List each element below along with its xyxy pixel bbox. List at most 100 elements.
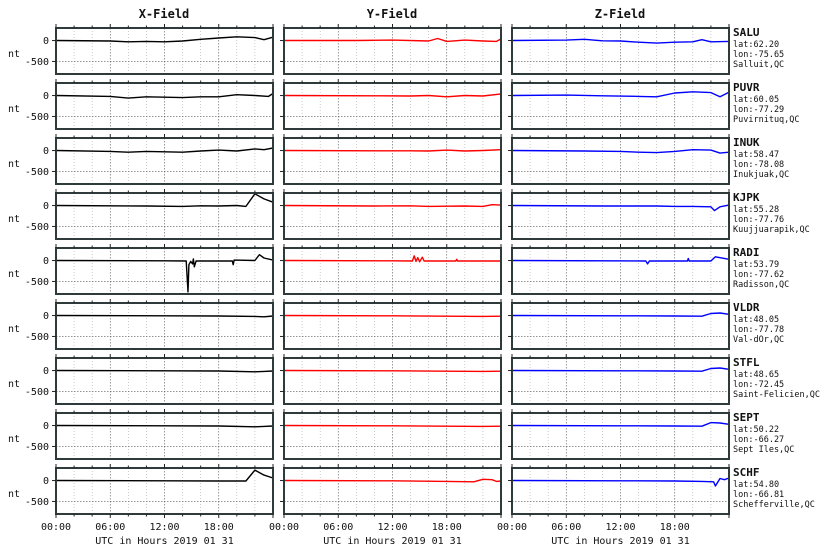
panel-vldr-x: 0 -500: [25, 299, 274, 350]
panel-salu-z: [508, 24, 730, 75]
station-row-schf: nt 0 -500 SCHFlat:54.80lon:-66.81Scheffervi…: [8, 464, 815, 515]
station-lat: lat:53.79: [733, 260, 779, 270]
x-tick-label: 18:00: [660, 522, 690, 533]
grid: [56, 303, 273, 349]
station-lon: lon:-77.62: [733, 270, 784, 280]
station-code: KJPK: [733, 191, 760, 204]
series-line-y: [283, 93, 502, 98]
x-axis-label: UTC in Hours 2019 01 31: [551, 536, 689, 547]
series-line-y: [283, 314, 502, 318]
station-lon: lon:-66.81: [733, 490, 784, 500]
panel-inuk-z: [508, 134, 730, 185]
y-tick-label: 0: [43, 146, 49, 157]
grid: [56, 248, 273, 294]
panel-kjpk-x: 0 -500: [25, 189, 274, 240]
panel-vldr-y: [280, 299, 502, 350]
grid: [284, 468, 501, 514]
station-lon: lon:-77.29: [733, 105, 784, 115]
grid: [284, 138, 501, 184]
grid: [284, 358, 501, 404]
plot-area: [284, 248, 501, 294]
panel-radi-z: [508, 244, 730, 295]
station-lat: lat:55.28: [733, 205, 779, 215]
column-headers: X-Field Y-Field Z-Field: [139, 7, 646, 21]
y-unit-label: nt: [8, 324, 20, 335]
x-tick-label: 00:00: [41, 522, 71, 533]
plot-area: [512, 248, 729, 294]
station-code: INUK: [733, 136, 760, 149]
series-line-z: [511, 312, 730, 317]
y-unit-label: nt: [8, 434, 20, 445]
series-line-z: [511, 421, 730, 427]
station-place: Schefferville,QC: [733, 500, 815, 510]
station-code: STFL: [733, 356, 760, 369]
panel-puvr-y: [280, 79, 502, 130]
y-tick-label: 0: [43, 311, 49, 322]
x-tick-label: 06:00: [551, 522, 581, 533]
station-code: VLDR: [733, 301, 760, 314]
y-tick-label: -500: [25, 167, 49, 178]
station-row-kjpk: nt 0 -500 KJPKlat:55.28lon:-77.76Kuujjuarap…: [8, 189, 810, 240]
grid: [512, 303, 729, 349]
grid: [56, 193, 273, 239]
panel-radi-y: [280, 244, 502, 295]
x-tick-label: 12:00: [149, 522, 179, 533]
plot-area: [56, 248, 273, 294]
plot-area: [56, 193, 273, 239]
x-tick-label: 00:00: [497, 522, 527, 533]
panel-sept-z: [508, 409, 730, 460]
grid: [56, 358, 273, 404]
panel-salu-y: [280, 24, 502, 75]
x-tick-label: 12:00: [377, 522, 407, 533]
column-header-z: Z-Field: [595, 7, 646, 21]
y-tick-label: -500: [25, 277, 49, 288]
plot-area: [284, 193, 501, 239]
plot-area: [284, 468, 501, 514]
y-tick-label: 0: [43, 256, 49, 267]
column-header-x: X-Field: [139, 7, 190, 21]
station-place: Salluit,QC: [733, 60, 784, 70]
plot-area: [284, 138, 501, 184]
y-tick-label: 0: [43, 421, 49, 432]
panel-inuk-x: 0 -500: [25, 134, 274, 185]
x-axes: 00:00 06:00 12:00 18:00 UTC in Hours 2019 01…: [41, 514, 730, 547]
plot-area: [284, 303, 501, 349]
station-lon: lon:-66.27: [733, 435, 784, 445]
series-line-z: [511, 367, 730, 372]
grid: [284, 28, 501, 74]
station-lon: lon:-72.45: [733, 380, 784, 390]
plot-area: [56, 83, 273, 129]
plot-area: [284, 413, 501, 459]
x-tick-label: 00:00: [269, 522, 299, 533]
plot-area: [284, 358, 501, 404]
grid: [512, 413, 729, 459]
grid: [512, 138, 729, 184]
plot-area: [56, 468, 273, 514]
series-line-y: [283, 255, 501, 263]
x-tick-label: 12:00: [605, 522, 635, 533]
grid: [512, 193, 729, 239]
x-axis-z: 00:00 06:00 12:00 18:00 UTC in Hours 2019 01…: [497, 514, 730, 547]
panel-vldr-z: [508, 299, 730, 350]
station-code: SALU: [733, 26, 760, 39]
grid: [56, 413, 273, 459]
station-lon: lon:-77.76: [733, 215, 784, 225]
station-row-radi: nt 0 -500 RADIlat:53.79lon:-77.62Radisson,Q…: [8, 244, 789, 295]
series-line-x: [55, 147, 274, 153]
station-lat: lat:54.80: [733, 480, 779, 490]
station-lon: lon:-77.78: [733, 325, 784, 335]
series-line-z: [511, 148, 730, 154]
y-unit-label: nt: [8, 104, 20, 115]
station-lon: lon:-75.65: [733, 50, 784, 60]
y-tick-label: -500: [25, 497, 49, 508]
station-place: Radisson,QC: [733, 280, 789, 290]
station-place: Inukjuak,QC: [733, 170, 789, 180]
y-unit-label: nt: [8, 214, 20, 225]
